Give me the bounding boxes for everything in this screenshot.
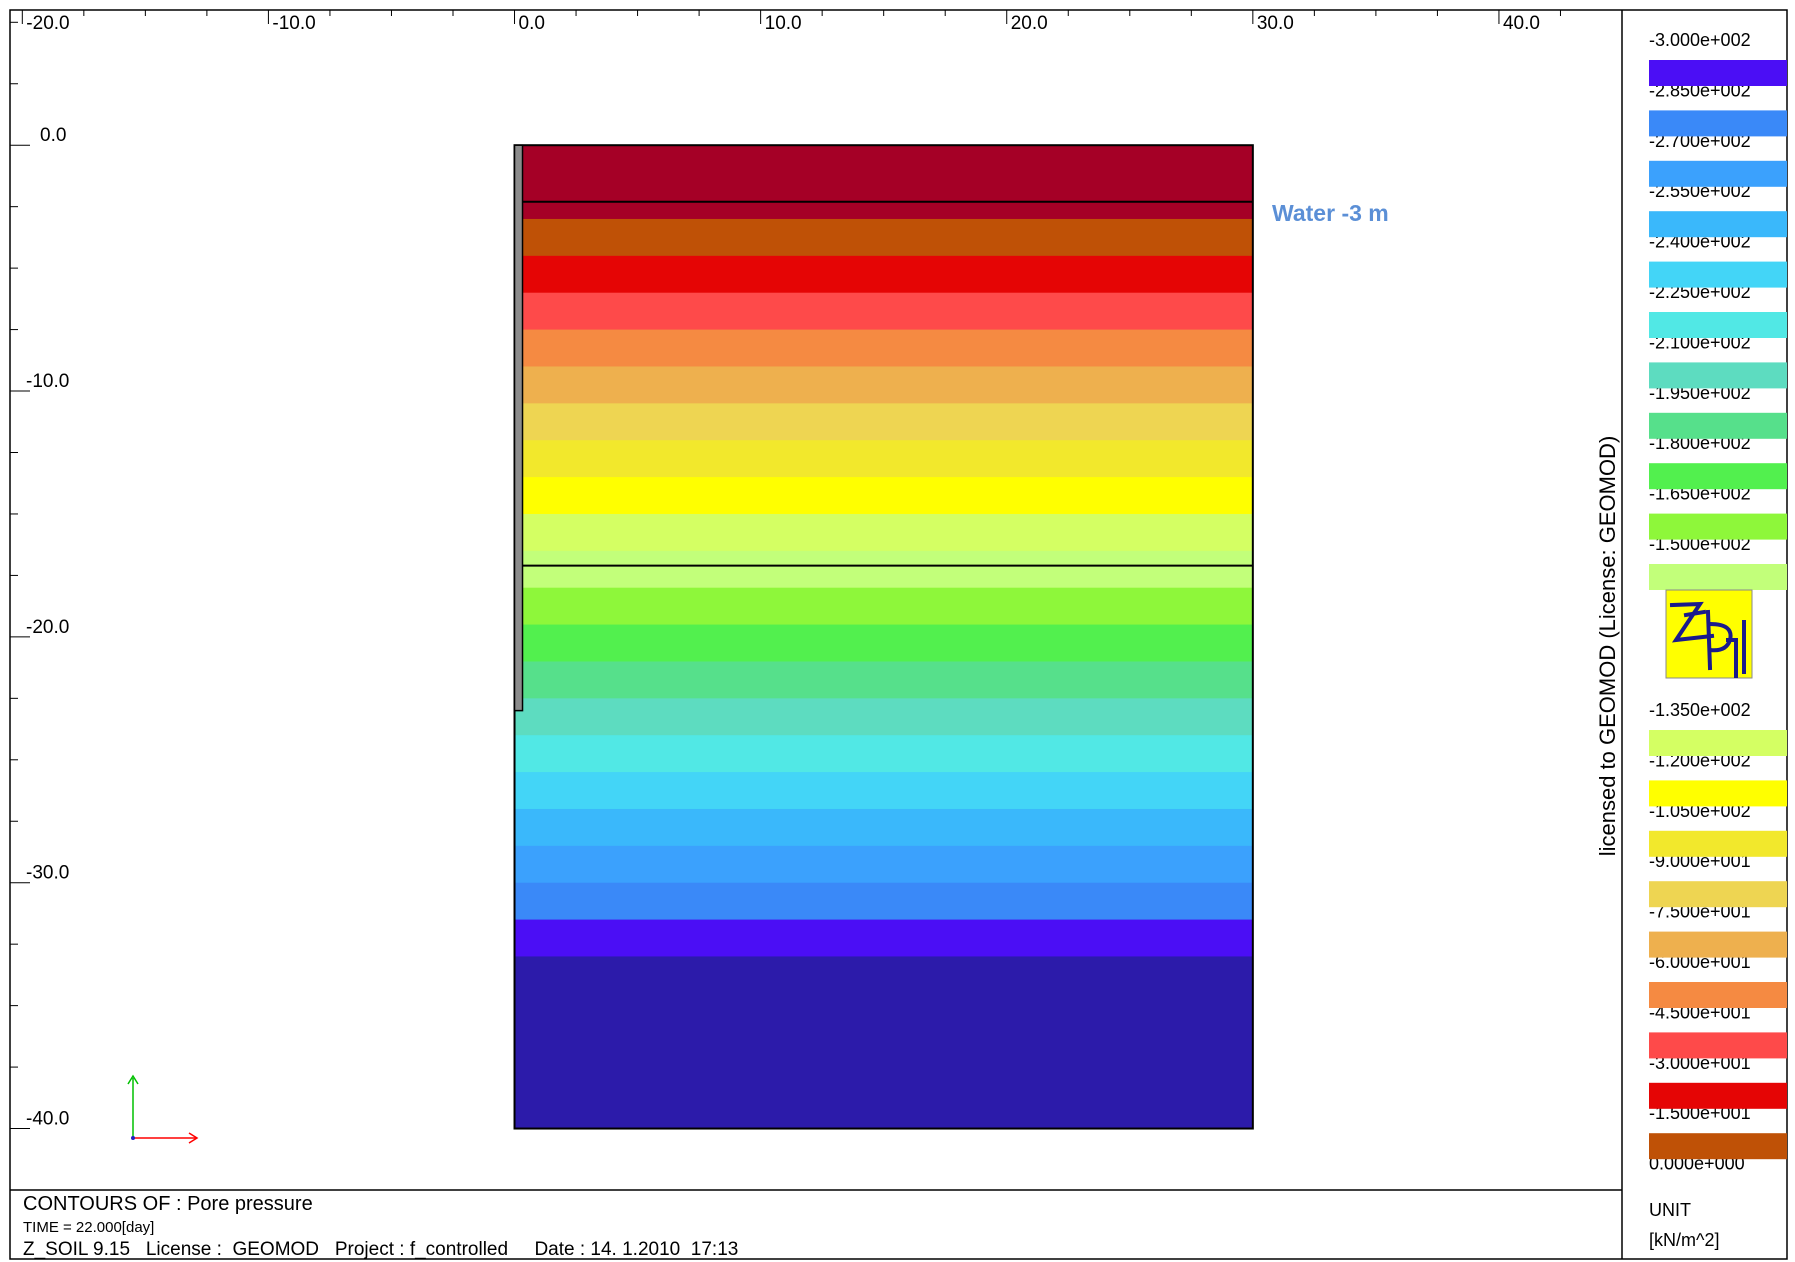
contour-band	[514, 661, 1253, 699]
contour-band	[514, 550, 1253, 589]
retaining-wall	[513, 144, 524, 712]
contour-band	[514, 956, 1253, 1130]
contour-band	[514, 329, 1253, 367]
contour-band	[514, 366, 1253, 404]
contour-bands	[514, 145, 1253, 1130]
y-tick-label: -30.0	[26, 863, 69, 884]
contour-band	[514, 440, 1253, 478]
contour-band	[514, 808, 1253, 847]
x-tick-label: 20.0	[1011, 13, 1048, 34]
y-tick-label: 0.0	[40, 125, 66, 146]
axis-triad-icon	[127, 1074, 199, 1144]
x-tick-label: -10.0	[272, 13, 315, 34]
contour-band	[514, 292, 1253, 331]
contour-band	[514, 587, 1253, 626]
time-line: TIME = 22.000[day]	[23, 1219, 155, 1236]
outer-frame	[9, 9, 1788, 1260]
legend-unit: [kN/m^2]	[1649, 1230, 1720, 1250]
legend-swatch	[1649, 513, 1787, 540]
contour-band	[514, 477, 1253, 515]
legend-swatch	[1649, 780, 1787, 807]
legend-swatch	[1649, 564, 1787, 590]
contour-band	[514, 772, 1253, 810]
contour-band	[514, 218, 1253, 257]
y-tick-label: -20.0	[26, 617, 69, 638]
contour-band	[514, 845, 1253, 884]
legend-label: -3.000e+002	[1649, 30, 1751, 50]
contour-band	[514, 919, 1253, 957]
y-tick-label: -10.0	[26, 371, 69, 392]
legend-swatch	[1649, 362, 1787, 389]
legend-swatch	[1649, 1032, 1787, 1059]
legend-swatch	[1649, 931, 1787, 958]
x-tick-label: 40.0	[1503, 13, 1540, 34]
chart-title: CONTOURS OF : Pore pressure	[23, 1193, 313, 1215]
y-tick-label: -40.0	[26, 1109, 69, 1130]
legend-swatch	[1649, 160, 1787, 187]
legend-swatch	[1649, 60, 1787, 86]
x-tick-label: 30.0	[1257, 13, 1294, 34]
legend-swatch	[1649, 730, 1787, 756]
x-axis: -20.0 -10.0 0.0 10.0 20.0 30.0 40.0	[21, 10, 1561, 34]
legend-swatch	[1649, 1082, 1787, 1109]
legend-swatch	[1649, 211, 1787, 238]
water-level-label: Water -3 m	[1272, 200, 1389, 226]
x-tick-label: 10.0	[765, 13, 802, 34]
legend-swatch	[1649, 261, 1787, 288]
legend-swatch	[1649, 312, 1787, 338]
y-axis: 0.0 -10.0 -20.0 -30.0 -40.0	[10, 21, 69, 1130]
legend-swatch	[1649, 412, 1787, 439]
contour-band	[514, 145, 1253, 220]
model-domain	[513, 144, 1254, 1130]
contour-band	[514, 403, 1253, 441]
zsoil-logo-icon	[1665, 589, 1753, 679]
legend-label: -1.350e+002	[1649, 700, 1751, 720]
license-text: licensed to GEOMOD (License: GEOMOD)	[1595, 435, 1620, 857]
legend-swatch	[1649, 1133, 1787, 1160]
contour-band	[514, 255, 1253, 294]
color-legend: -3.000e+002-2.850e+002-2.700e+002-2.550e…	[1649, 30, 1787, 1174]
contour-band	[514, 882, 1253, 921]
legend-swatch	[1649, 110, 1787, 137]
legend-swatch	[1649, 881, 1787, 908]
x-tick-label: -20.0	[26, 13, 69, 34]
legend-swatch	[1649, 982, 1787, 1008]
legend-unit-title: UNIT	[1649, 1200, 1691, 1220]
info-line: Z_SOIL 9.15 License : GEOMOD Project : f…	[23, 1239, 739, 1260]
legend-swatch	[1649, 463, 1787, 490]
contour-band	[514, 513, 1253, 552]
contour-band	[514, 624, 1253, 662]
x-tick-label: 0.0	[519, 13, 545, 34]
contour-band	[514, 735, 1253, 773]
legend-swatch	[1649, 830, 1787, 857]
contour-band	[514, 698, 1253, 736]
